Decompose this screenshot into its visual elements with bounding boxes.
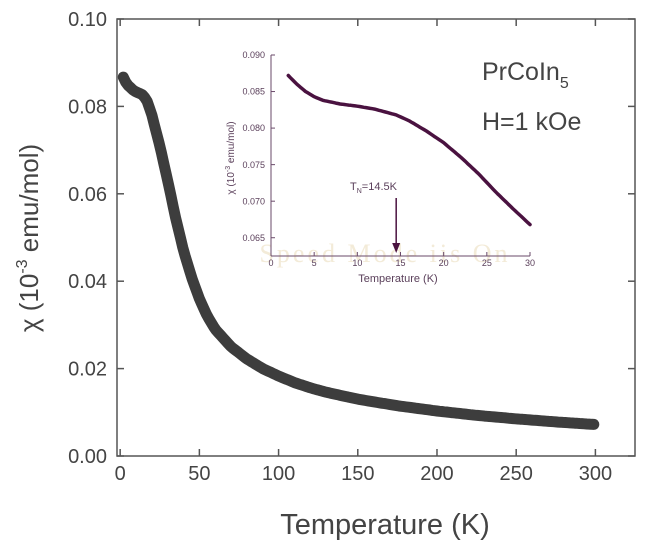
inset-y-axis-title-exponent: -3 [225, 166, 232, 172]
inset-y-axis-title: χ (10-3 emu/mol) [225, 121, 237, 194]
field-label: H=1 kOe [482, 108, 581, 136]
transition-arrow-head [392, 243, 401, 253]
main-y-tick-label: 0.06 [68, 184, 107, 206]
main-axes: 0 50 100 150 200 250 3000.000.020.040.060.080.… [68, 9, 635, 485]
main-y-tick-label: 0.10 [68, 9, 107, 31]
inset-chart: 0 5 10 15 20 25 30 0.065 0.070 0.075 0.080 0.085 0.0… [225, 50, 535, 285]
material-label-subscript: 5 [560, 75, 569, 92]
main-y-tick-label: 0.08 [68, 96, 107, 118]
inset-y-axis-title-suffix: emu/mol) [226, 121, 237, 165]
inset-x-tick-label: 5 [312, 258, 317, 268]
main-x-tick-label: 100 [262, 463, 295, 485]
inset-y-axis-title-prefix: χ (10 [226, 172, 237, 195]
inset-series [286, 73, 532, 227]
main-x-tick-label: 0 [115, 463, 126, 485]
material-label-base: PrCoIn [482, 58, 560, 86]
transition-label-value: =14.5K [362, 181, 398, 193]
y-axis-title-suffix: emu/mol) [14, 144, 44, 260]
main-y-tick-label: 0.04 [68, 271, 107, 293]
inset-y-tick-label: 0.075 [242, 160, 265, 170]
main-x-tick-label: 200 [420, 463, 453, 485]
inset-data-line [286, 73, 532, 227]
transition-label-base: T [350, 181, 357, 193]
main-data-line [117, 71, 600, 430]
main-y-tick-label: 0.00 [68, 446, 107, 468]
inset-x-tick-label: 25 [482, 258, 492, 268]
inset-y-tick-label: 0.085 [242, 87, 265, 97]
inset-x-tick-label: 10 [352, 258, 362, 268]
inset-x-tick-label: 20 [439, 258, 449, 268]
transition-label: TN=14.5K [350, 181, 398, 195]
main-x-tick-label: 150 [341, 463, 374, 485]
inset-x-axis-title: Temperature (K) [358, 273, 437, 285]
y-axis-title-prefix: χ (10 [14, 274, 44, 332]
inset-y-tick-label: 0.090 [242, 50, 265, 60]
inset-x-tick-label: 15 [395, 258, 405, 268]
inset-x-tick-label: 0 [268, 258, 273, 268]
watermark-text: Speed Mode iis On [259, 239, 510, 268]
transition-arrow [392, 198, 401, 253]
inset-y-tick-label: 0.070 [242, 196, 265, 206]
main-x-tick-label: 50 [188, 463, 210, 485]
inset-x-tick-label: 30 [525, 258, 535, 268]
y-axis-title-exponent: -3 [14, 259, 31, 273]
inset-axes: 0 5 10 15 20 25 30 0.065 0.070 0.075 0.080 0.085 0.0… [242, 50, 535, 268]
main-x-tick-label: 300 [579, 463, 612, 485]
inset-y-tick-label: 0.065 [242, 233, 265, 243]
x-axis-title: Temperature (K) [280, 509, 490, 540]
inset-y-tick-label: 0.080 [242, 123, 265, 133]
main-series [117, 71, 600, 430]
y-axis-title: χ (10-3 emu/mol) [14, 144, 44, 332]
transition-label-subscript: N [357, 188, 362, 195]
main-x-tick-label: 250 [500, 463, 533, 485]
main-y-tick-label: 0.02 [68, 359, 107, 381]
main-plot-frame [116, 18, 636, 457]
material-label: PrCoIn5 [482, 58, 569, 92]
